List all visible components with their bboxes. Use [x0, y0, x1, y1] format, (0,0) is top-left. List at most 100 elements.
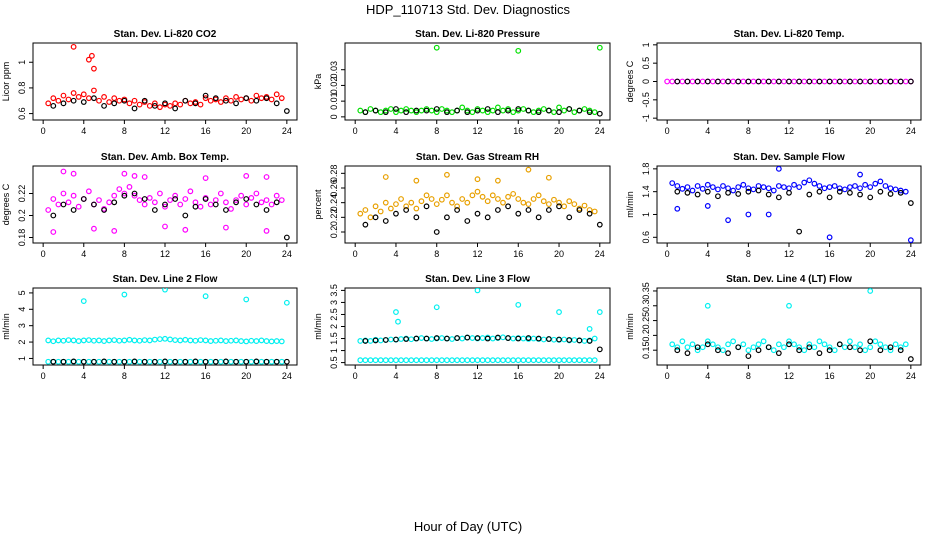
overlay-point [423, 203, 430, 210]
y-tick-label: 0.8 [17, 82, 27, 95]
overlay-point [857, 347, 863, 354]
data-point [423, 192, 430, 199]
data-point [857, 185, 863, 192]
overlay-point [556, 109, 562, 116]
data-point [525, 166, 532, 173]
overlay-point [413, 107, 420, 114]
data-point [357, 357, 364, 364]
overlay-point [857, 78, 863, 85]
overlay-point [403, 336, 410, 342]
figure-title: HDP_110713 Std. Dev. Diagnostics [366, 2, 571, 17]
overlay-point [694, 344, 701, 351]
data-point [730, 338, 737, 345]
data-point [398, 336, 404, 342]
overlay-point [141, 196, 148, 202]
y-tick-label: 0.2 [641, 329, 651, 342]
y-tick-label: 0.3 [641, 300, 651, 313]
data-point [750, 344, 757, 351]
overlay-point [162, 358, 168, 365]
x-tick-label: 20 [865, 371, 875, 381]
x-tick-label: 24 [595, 126, 605, 136]
x-tick-label: 4 [81, 126, 86, 136]
data-point [679, 338, 686, 345]
data-point [367, 338, 374, 344]
data-point [484, 357, 491, 364]
data-point [684, 344, 691, 351]
panel-title: Stan. Dev. Line 3 Flow [425, 274, 530, 285]
x-tick-label: 16 [513, 371, 523, 381]
y-tick-label: 1 [329, 348, 339, 353]
data-point [596, 44, 603, 51]
data-point [146, 358, 153, 365]
data-point [545, 174, 552, 181]
data-point [454, 203, 461, 210]
data-point [760, 184, 767, 191]
data-point [75, 93, 82, 100]
overlay-point [887, 344, 894, 351]
overlay-point [233, 199, 239, 206]
overlay-point [263, 207, 270, 213]
data-point [85, 95, 92, 102]
y-tick-label: 0.01 [329, 92, 339, 110]
data-point [65, 337, 72, 343]
data-point [157, 190, 163, 197]
data-point [101, 338, 107, 344]
data-point [841, 344, 848, 351]
data-point [684, 184, 691, 191]
y-tick-label: 0.03 [329, 61, 339, 79]
overlay-point [233, 358, 239, 365]
data-point [556, 357, 562, 364]
data-point [91, 87, 97, 94]
data-point [520, 357, 527, 364]
data-point [720, 78, 726, 85]
data-point [121, 337, 128, 344]
data-point [449, 199, 455, 206]
data-point [862, 78, 869, 85]
y-tick-label: 0.15 [641, 341, 651, 359]
data-point [479, 335, 486, 341]
overlay-point [887, 191, 894, 197]
panel-4: Stan. Dev. Amb. Box Temp. degrees C 0 4 8 12 1… [1, 152, 298, 259]
overlay-point [847, 344, 853, 351]
data-point [428, 196, 435, 202]
y-tick-label: 3.5 [329, 284, 339, 297]
overlay-point [433, 335, 440, 341]
data-point [248, 97, 255, 104]
points [45, 43, 290, 114]
y-tick-label: 0.28 [329, 165, 339, 183]
data-point [70, 192, 77, 199]
data-point [197, 337, 204, 343]
overlay-point [674, 188, 681, 195]
overlay-point [684, 189, 691, 196]
x-tick-label: 16 [825, 126, 835, 136]
data-point [892, 186, 899, 193]
data-point [263, 197, 270, 204]
data-point [745, 185, 752, 192]
data-point [831, 183, 838, 189]
data-point [151, 336, 158, 343]
data-point [387, 205, 394, 212]
data-point [238, 358, 245, 365]
data-point [581, 106, 588, 112]
data-point [566, 198, 573, 205]
overlay-point [735, 344, 742, 351]
overlay-point [80, 358, 87, 365]
x-tick-label: 24 [595, 249, 605, 259]
data-point [857, 171, 863, 178]
data-point [253, 338, 260, 344]
overlay-point [131, 105, 138, 112]
overlay-point [162, 100, 168, 107]
data-point [96, 197, 102, 204]
overlay-point [867, 338, 874, 345]
overlay-point [796, 78, 803, 85]
data-point [177, 201, 184, 208]
data-point [596, 309, 603, 315]
data-point [674, 344, 681, 351]
overlay-point [444, 214, 450, 221]
data-point [586, 326, 593, 332]
data-point [367, 106, 374, 112]
x-tick-label: 8 [434, 249, 439, 259]
data-point [207, 201, 214, 208]
x-tick-label: 12 [160, 249, 170, 259]
y-tick-label: 1 [641, 42, 651, 47]
